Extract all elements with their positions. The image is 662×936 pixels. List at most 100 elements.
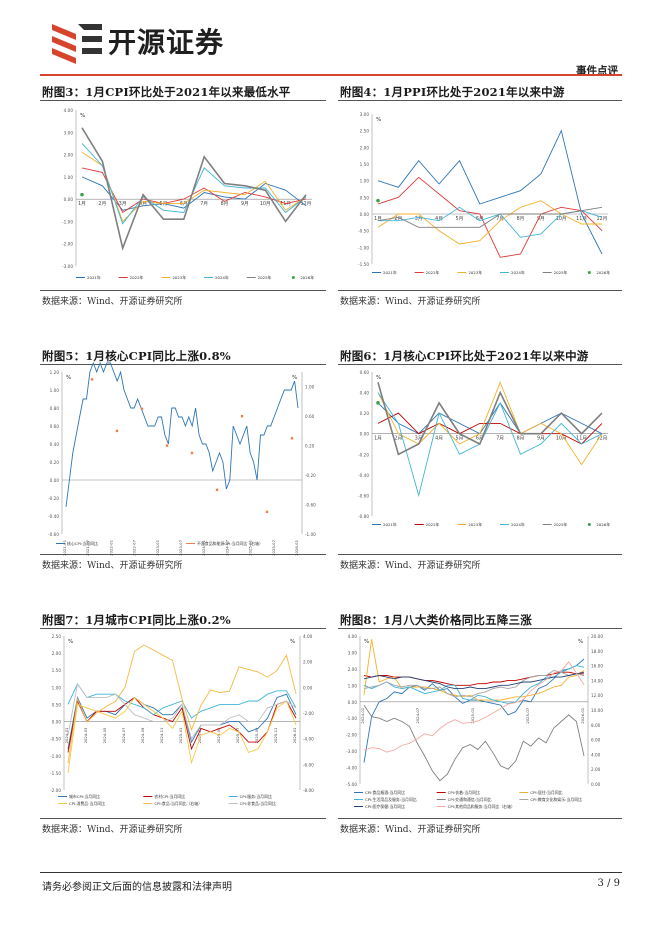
y2-tick-label: 16.00 — [591, 664, 603, 669]
legend-label: CPI:服务:当月同比 — [240, 794, 272, 799]
y2-tick-label: -4.00 — [303, 737, 314, 742]
y2-tick-label: 0.00 — [591, 782, 601, 787]
y-tick-label: 1.00 — [52, 685, 62, 690]
legend-label: 2024年 — [215, 275, 229, 280]
y-tick-label: 1.00 — [50, 388, 60, 393]
y2-tick-label: 18.00 — [591, 649, 603, 654]
x-tick-label: 7月 — [200, 201, 208, 207]
x-tick-label: 2022-01 — [108, 539, 113, 555]
y-tick-label: 2.00 — [348, 667, 358, 672]
y-tick-label: 0.00 — [360, 212, 370, 217]
series-line — [377, 381, 603, 466]
series-line — [81, 127, 307, 251]
data-point — [190, 451, 194, 455]
x-tick-label: 2026-01 — [294, 539, 299, 555]
x-tick-label: 2025-03 — [197, 727, 202, 743]
x-tick-label: 9月 — [537, 436, 545, 442]
data-point — [290, 437, 294, 440]
legend-label: CPI:非食品:当月同比 — [240, 801, 276, 806]
unit-label-right: % — [290, 639, 295, 645]
x-tick-label: 2025-05 — [216, 727, 221, 743]
y2-tick-label: 0.20 — [305, 444, 315, 449]
y-tick-label: 0.00 — [360, 432, 370, 437]
x-tick-label: 2025-07 — [525, 707, 530, 723]
source-note: 数据来源：Wind、开源证券研究所 — [42, 825, 183, 835]
y-tick-label: 1.50 — [52, 668, 62, 673]
x-tick-label: 2021-07 — [85, 539, 90, 555]
x-tick-label: 7月 — [496, 436, 504, 442]
footer-disclaimer: 请务必参阅正文后面的信息披露和法律声明 — [42, 882, 232, 893]
series-line — [81, 151, 307, 223]
x-tick-label: 2026-01 — [580, 707, 585, 723]
data-point — [376, 198, 380, 203]
y-tick-label: -5.00 — [346, 782, 357, 787]
y-tick-label: -1.00 — [358, 245, 369, 250]
series-line — [363, 658, 585, 763]
y2-tick-label: 0.60 — [305, 414, 315, 419]
unit-label-right: % — [292, 375, 297, 381]
x-tick-label: 2024-11 — [159, 727, 164, 743]
legend-label: 2022年 — [426, 522, 440, 527]
legend-label: 2024年 — [511, 522, 525, 527]
x-tick-label: 2024-05 — [102, 727, 107, 743]
y-tick-label: 1.00 — [64, 175, 74, 180]
unit-label: % — [68, 639, 73, 645]
panel-top-rule — [40, 628, 326, 629]
legend-label: 2022年 — [426, 270, 440, 275]
x-tick-label: 2025-01 — [178, 727, 183, 743]
y-tick-label: 0.40 — [360, 391, 370, 396]
y2-tick-label: -8.00 — [303, 788, 314, 793]
x-tick-label: 4月 — [435, 436, 443, 442]
y-tick-label: -0.40 — [48, 514, 59, 519]
x-tick-label: 2024-07 — [415, 707, 420, 723]
x-tick-label: 2月 — [394, 216, 402, 222]
y2-tick-label: -2.00 — [303, 711, 314, 716]
y2-tick-label: 2.00 — [591, 767, 601, 772]
header-divider — [40, 74, 622, 76]
unit-label: % — [376, 375, 381, 381]
data-point — [265, 510, 269, 514]
series-line — [378, 206, 603, 238]
legend-label: CPI:衣着:当月同比 — [448, 790, 480, 795]
legend-label: 2021年 — [383, 522, 397, 527]
y2-tick-label: 20.00 — [591, 634, 603, 639]
series-line — [363, 639, 585, 701]
source-note: 数据来源：Wind、开源证券研究所 — [340, 561, 481, 571]
x-tick-label: 5月 — [456, 436, 464, 442]
y-tick-label: -1.50 — [50, 771, 61, 776]
series-line — [363, 671, 584, 686]
series-line — [377, 392, 603, 498]
x-tick-label: 10月 — [556, 216, 567, 222]
data-point — [115, 429, 119, 433]
series-line — [65, 361, 299, 508]
legend-label: 核心CPI:当月同比 — [67, 541, 98, 546]
x-tick-label: 5月 — [160, 201, 168, 207]
y-tick-label: -0.20 — [358, 452, 369, 457]
legend-label: 2026年 — [300, 275, 314, 280]
panel-top-rule — [40, 100, 326, 101]
y-tick-label: 4.00 — [348, 634, 358, 639]
data-point — [240, 414, 244, 418]
panel-title-6: 附图6：1月核心CPI环比处于2021年以来中游 — [340, 349, 589, 363]
x-tick-label: 2024-07 — [224, 539, 229, 555]
legend-label: 城市CPI:当月同比 — [69, 794, 100, 799]
series-line — [363, 665, 585, 704]
legend-label: 2023年 — [172, 275, 186, 280]
series-line — [67, 682, 297, 719]
x-tick-label: 8月 — [221, 201, 229, 207]
y-tick-label: 0.00 — [348, 700, 358, 705]
legend-label: CPI:生活用品及服务:当月同比 — [365, 797, 417, 802]
series-line — [377, 200, 602, 245]
y-tick-label: 3.00 — [360, 112, 370, 117]
series-line — [377, 129, 603, 255]
y-tick-label: -2.00 — [50, 788, 61, 793]
y2-tick-label: -1.00 — [305, 532, 316, 537]
legend-label: CPI:其他用品和服务:当月同比（右轴） — [448, 804, 515, 809]
y2-tick-label: 6.00 — [591, 738, 601, 743]
y-tick-label: -1.00 — [62, 219, 73, 224]
series-line — [81, 143, 307, 225]
y-tick-label: 2.50 — [52, 634, 62, 639]
y-tick-label: -2.00 — [62, 242, 73, 247]
y2-tick-label: 4.00 — [591, 752, 601, 757]
series-line — [377, 382, 603, 456]
